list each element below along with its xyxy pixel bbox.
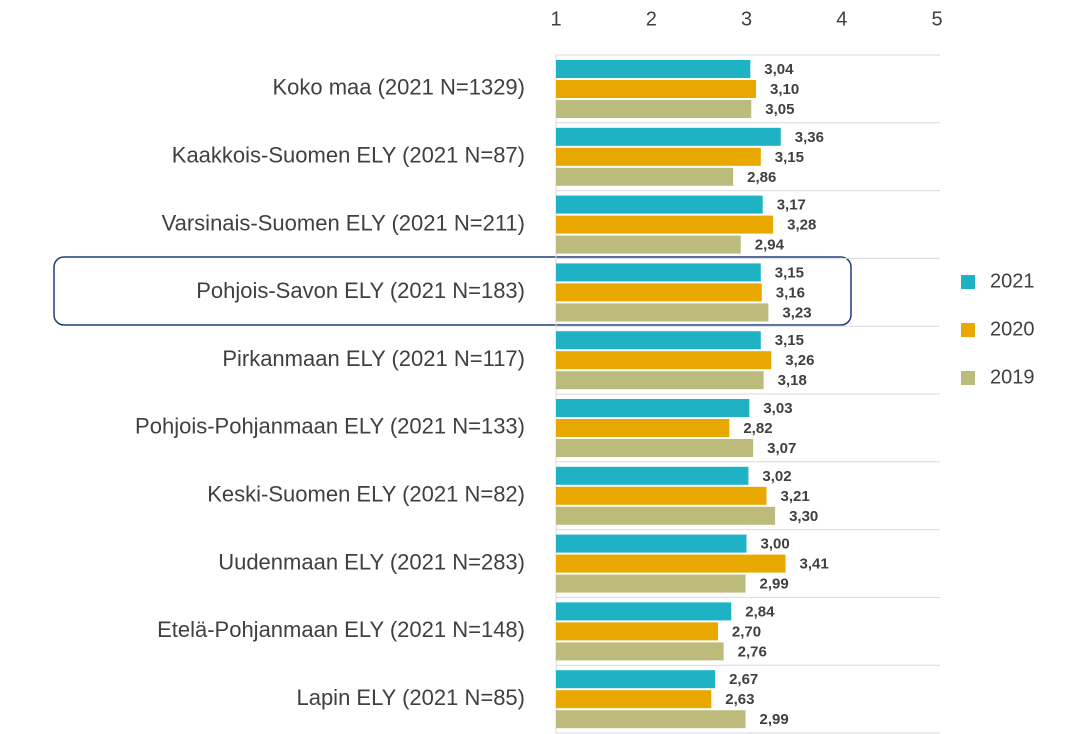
value-label: 2,84 (745, 603, 775, 620)
bar (556, 215, 774, 234)
value-label: 3,05 (765, 101, 794, 118)
bar (556, 331, 761, 350)
value-label: 2,67 (729, 671, 758, 688)
bar (556, 303, 769, 322)
legend-swatch (961, 275, 975, 289)
bar (556, 127, 781, 146)
bar (556, 506, 776, 525)
value-label: 3,28 (787, 217, 816, 234)
bar (556, 147, 761, 166)
value-label: 3,26 (785, 352, 814, 369)
bar (556, 690, 712, 709)
legend-swatch (961, 323, 975, 337)
value-label: 2,63 (725, 691, 754, 708)
bar (556, 167, 734, 186)
legend-label: 2021 (990, 270, 1035, 292)
bar (556, 283, 762, 302)
bar (556, 574, 746, 593)
legend-label: 2019 (990, 366, 1035, 388)
category-label: Etelä-Pohjanmaan ELY (2021 N=148) (157, 617, 525, 642)
value-label: 2,86 (747, 169, 776, 186)
value-label: 3,00 (761, 536, 790, 553)
value-label: 2,94 (755, 237, 785, 254)
bar (556, 100, 752, 118)
value-label: 3,15 (775, 332, 804, 349)
bar (556, 486, 767, 505)
value-label: 3,16 (776, 284, 805, 301)
category-label: Lapin ELY (2021 N=85) (296, 685, 525, 710)
bar (556, 60, 751, 78)
value-label: 3,21 (781, 488, 810, 505)
category-label: Pirkanmaan ELY (2021 N=117) (222, 346, 525, 371)
value-label: 3,10 (770, 81, 799, 98)
x-tick-label: 3 (741, 8, 752, 30)
bar (556, 195, 763, 214)
value-label: 3,30 (789, 508, 818, 525)
bar (556, 399, 750, 417)
value-label: 2,76 (738, 643, 767, 660)
value-label: 3,07 (767, 440, 796, 457)
bar (556, 351, 772, 370)
legend-swatch (961, 371, 975, 385)
bar (556, 466, 749, 485)
bar (556, 602, 732, 621)
value-label: 2,99 (760, 711, 789, 728)
bar (556, 263, 761, 282)
value-label: 2,82 (743, 420, 772, 437)
value-label: 2,99 (760, 576, 789, 593)
category-label: Pohjois-Savon ELY (2021 N=183) (196, 278, 525, 303)
bar (556, 622, 718, 641)
value-label: 3,04 (764, 61, 794, 78)
bar (556, 554, 786, 573)
category-label: Varsinais-Suomen ELY (2021 N=211) (162, 210, 525, 235)
legend-label: 2020 (990, 318, 1035, 340)
bar (556, 439, 754, 457)
bar (556, 371, 764, 390)
x-tick-label: 1 (550, 8, 561, 30)
bar (556, 670, 716, 689)
category-label: Pohjois-Pohjanmaan ELY (2021 N=133) (135, 414, 525, 439)
value-label: 3,17 (777, 197, 806, 214)
category-label: Koko maa (2021 N=1329) (272, 75, 525, 100)
category-label: Keski-Suomen ELY (2021 N=82) (207, 482, 525, 507)
x-tick-label: 4 (836, 8, 847, 30)
value-label: 2,70 (732, 623, 761, 640)
value-label: 3,18 (778, 372, 807, 389)
value-label: 3,15 (775, 264, 804, 281)
bar (556, 80, 757, 98)
category-label: Kaakkois-Suomen ELY (2021 N=87) (172, 143, 525, 168)
x-tick-label: 5 (931, 8, 942, 30)
category-label: Uudenmaan ELY (2021 N=283) (218, 549, 525, 574)
bar (556, 419, 730, 437)
bar (556, 235, 741, 254)
value-label: 3,03 (763, 400, 792, 417)
value-label: 3,02 (762, 468, 791, 485)
value-label: 3,41 (800, 556, 829, 573)
bar (556, 642, 724, 661)
bar (556, 534, 747, 553)
highlight-box (53, 256, 852, 326)
x-tick-label: 2 (646, 8, 657, 30)
bar (556, 710, 746, 729)
value-label: 3,15 (775, 149, 804, 166)
value-label: 3,23 (782, 304, 811, 321)
value-label: 3,36 (795, 129, 824, 146)
